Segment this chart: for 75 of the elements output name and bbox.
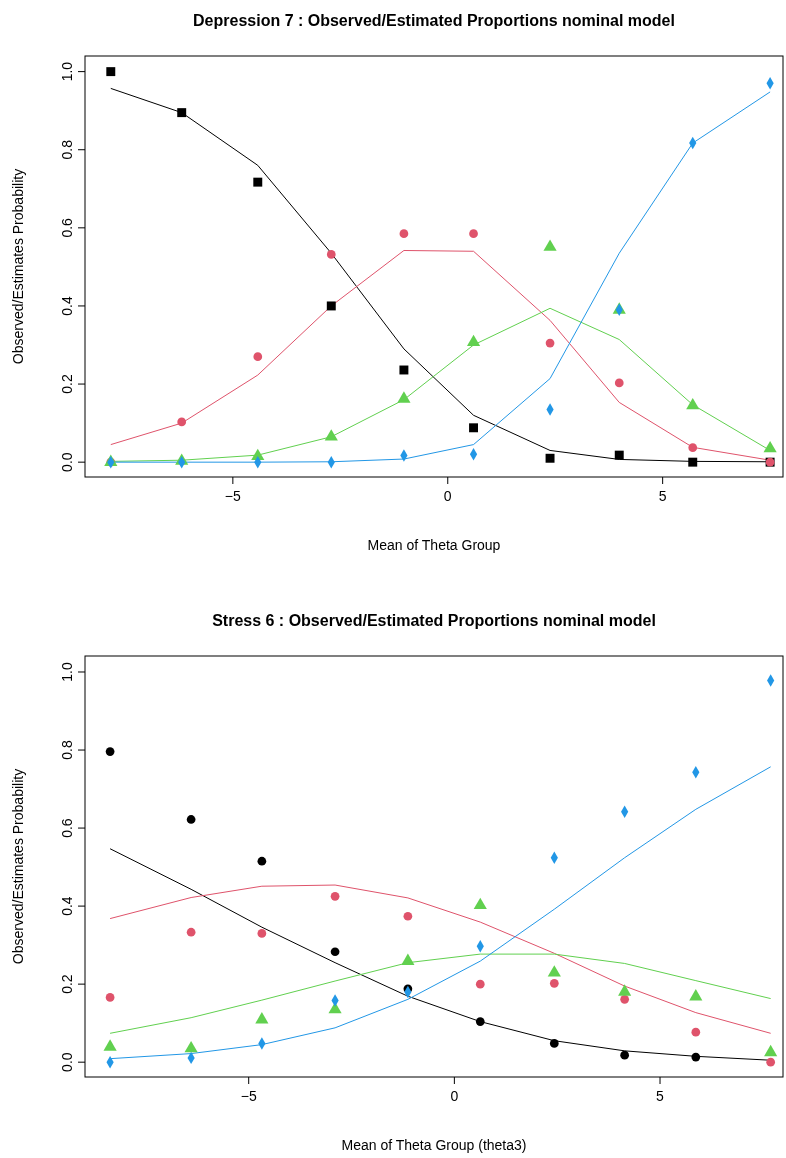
point: [543, 239, 557, 251]
point: [257, 929, 267, 938]
chart-title: Stress 6 : Observed/Estimated Proportions nominal model: [212, 612, 656, 629]
point: [399, 365, 409, 375]
point: [186, 927, 196, 937]
point: [401, 953, 415, 965]
y-tick-label: 0.2: [59, 974, 75, 994]
point: [691, 1052, 701, 1062]
point: [545, 338, 555, 348]
point: [177, 108, 187, 118]
point: [326, 301, 336, 311]
x-tick-label: −5: [224, 488, 242, 504]
point: [686, 397, 700, 410]
point: [330, 947, 340, 957]
point: [184, 1040, 198, 1053]
point: [469, 229, 478, 239]
point: [620, 994, 630, 1004]
point: [469, 423, 479, 433]
y-tick-label: 1.0: [59, 61, 75, 82]
point: [253, 352, 263, 362]
point: [763, 440, 777, 453]
point: [688, 443, 698, 453]
point: [766, 1057, 776, 1067]
point: [475, 979, 485, 989]
y-tick-label: 0.6: [59, 818, 75, 838]
y-tick-label: 0.4: [59, 296, 75, 316]
x-tick-label: −5: [240, 1088, 257, 1104]
point: [177, 417, 187, 427]
point: [549, 979, 559, 988]
point: [549, 1039, 559, 1048]
x-tick-label: 5: [658, 488, 667, 504]
line-series: [109, 884, 772, 1034]
x-axis-title: Mean of Theta Group (theta3): [341, 1137, 527, 1153]
point: [547, 965, 561, 977]
point: [326, 250, 336, 259]
point: [253, 177, 263, 187]
point: [475, 1017, 485, 1026]
point: [618, 984, 632, 996]
y-tick-label: 1.0: [59, 662, 75, 682]
point: [689, 989, 703, 1001]
point: [106, 67, 116, 77]
point: [105, 993, 115, 1002]
point: [691, 1027, 701, 1037]
point: [403, 911, 413, 921]
y-axis-title: Observed/Estimates Probability: [10, 168, 26, 365]
x-tick-label: 0: [450, 1088, 459, 1104]
point: [330, 891, 340, 901]
point: [399, 229, 409, 239]
point: [257, 856, 267, 866]
y-tick-label: 0.8: [59, 740, 75, 760]
point: [186, 815, 196, 824]
point: [688, 457, 698, 467]
point: [620, 1050, 630, 1060]
y-tick-label: 0.8: [59, 139, 75, 160]
point: [324, 429, 338, 441]
y-axis-title: Observed/Estimates Probability: [10, 768, 26, 965]
y-tick-label: 0.0: [59, 1052, 75, 1072]
point: [105, 747, 115, 756]
point: [466, 334, 481, 347]
point: [397, 391, 411, 403]
point: [614, 450, 624, 460]
y-tick-label: 0.0: [59, 452, 75, 472]
x-tick-label: 5: [656, 1088, 665, 1104]
point: [255, 1012, 269, 1024]
y-tick-label: 0.6: [59, 217, 75, 238]
y-tick-label: 0.4: [59, 896, 75, 916]
point: [764, 1044, 778, 1057]
point: [614, 378, 624, 388]
y-tick-label: 0.2: [59, 374, 75, 394]
point: [473, 897, 487, 910]
chart-title: Depression 7 : Observed/Estimated Proportions nominal model: [193, 12, 675, 29]
x-tick-label: 0: [443, 488, 452, 504]
x-axis-title: Mean of Theta Group: [367, 537, 501, 553]
point: [103, 1039, 117, 1051]
point: [545, 453, 555, 463]
